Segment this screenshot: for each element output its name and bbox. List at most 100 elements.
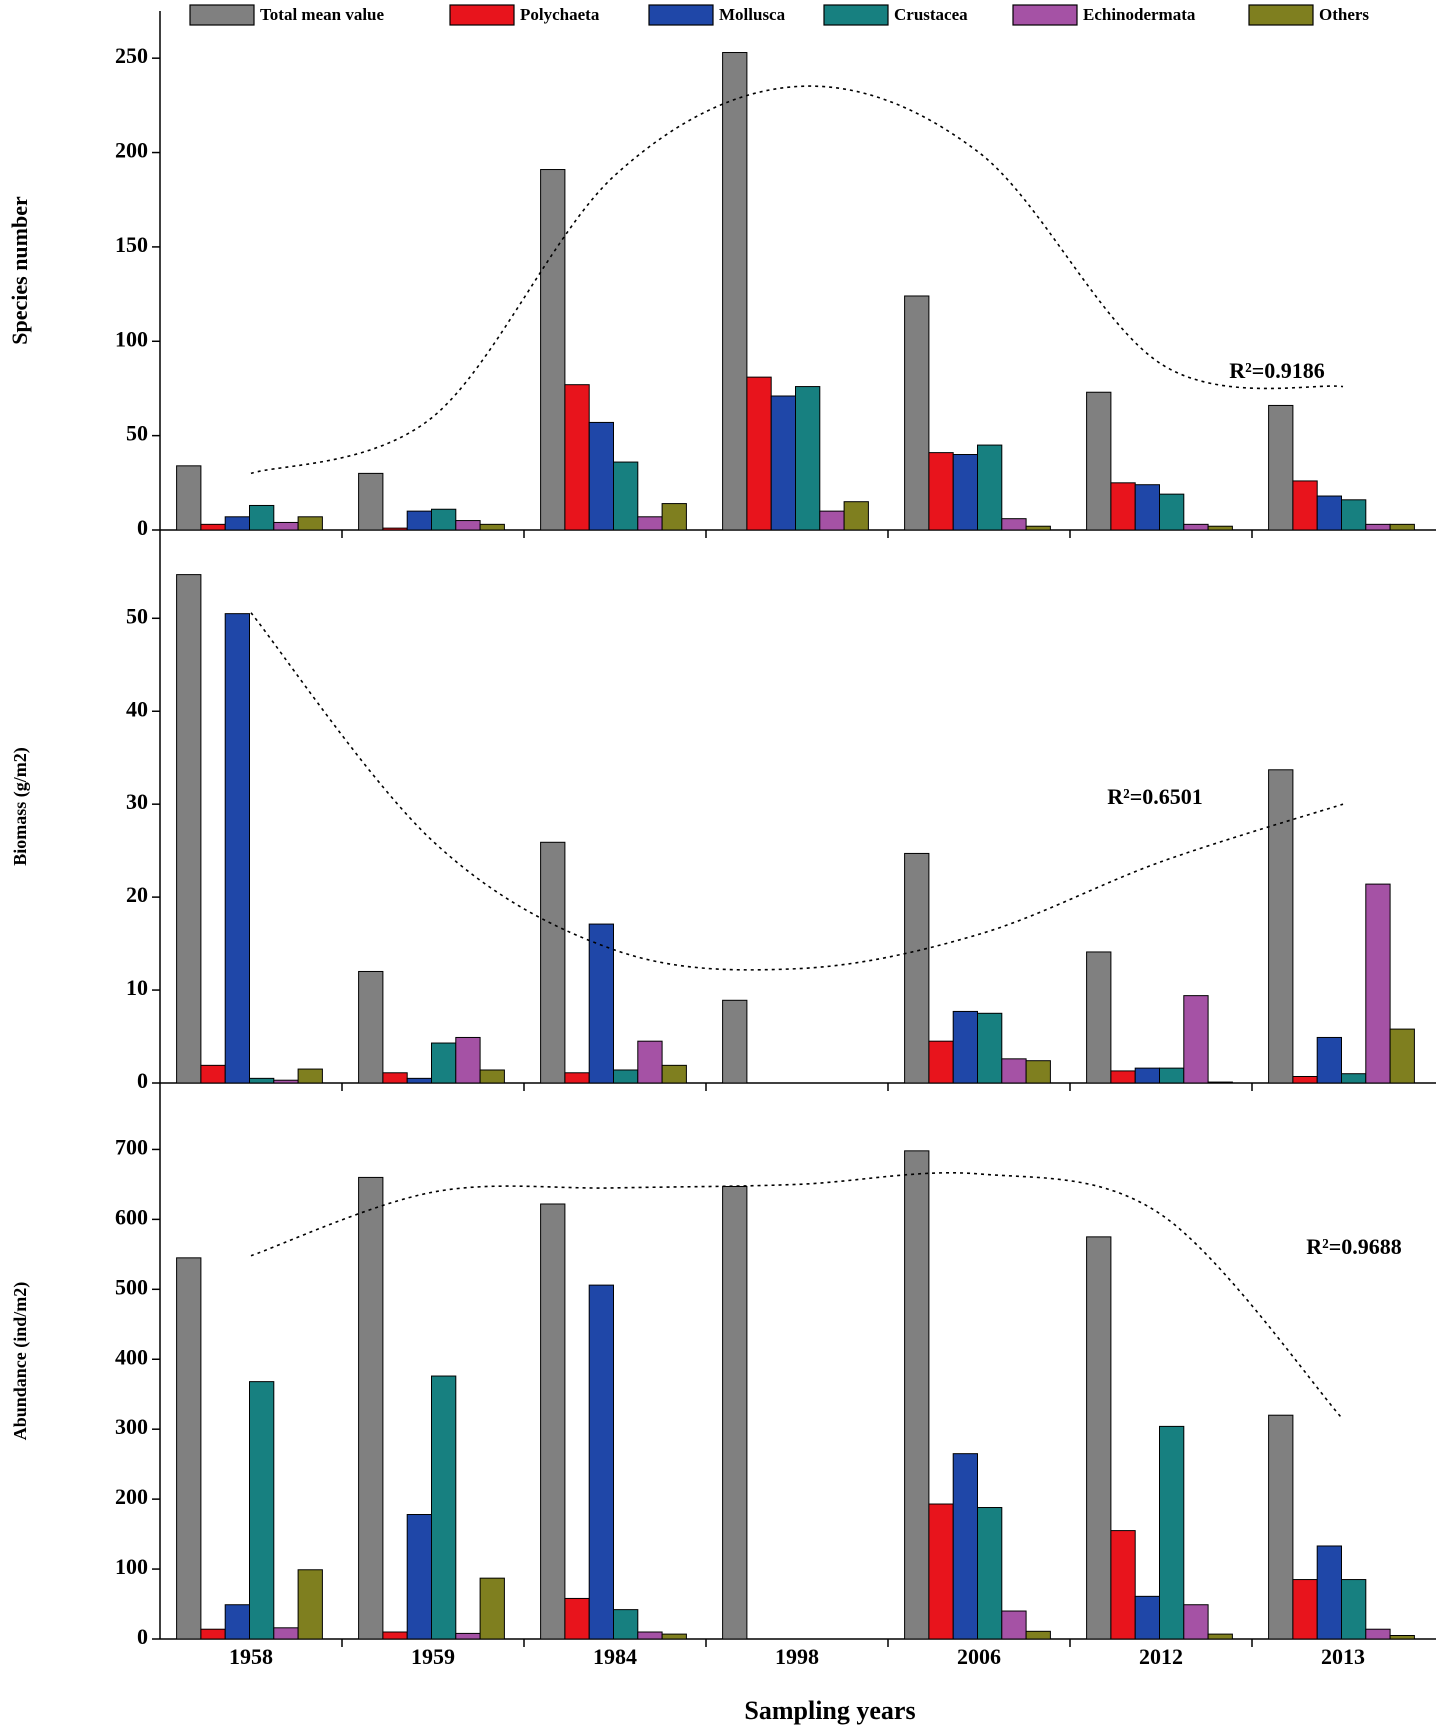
- bar: [200, 1628, 226, 1640]
- bar: [1159, 1425, 1185, 1640]
- bar: [1183, 1604, 1209, 1640]
- bar: [613, 1609, 639, 1640]
- r-squared: R²=0.9186: [1229, 358, 1325, 383]
- bar: [1268, 769, 1294, 1084]
- bar: [1025, 1060, 1051, 1084]
- legend-swatch: [1248, 4, 1314, 26]
- bar: [1110, 1530, 1136, 1640]
- y-tick-label: 100: [115, 1554, 148, 1579]
- bar: [977, 1012, 1003, 1084]
- bar: [661, 1064, 687, 1084]
- y-tick-label: 40: [126, 696, 148, 721]
- bar: [1292, 480, 1318, 531]
- bar: [297, 1068, 323, 1084]
- bar: [1316, 1036, 1342, 1084]
- bar: [224, 613, 250, 1084]
- bar: [1134, 1595, 1160, 1640]
- bar: [406, 1077, 433, 1084]
- y-tick-label: 600: [115, 1204, 148, 1229]
- legend-label: Mollusca: [719, 5, 786, 24]
- bar: [661, 1633, 687, 1640]
- r-squared: R²=0.9688: [1306, 1234, 1402, 1259]
- bar: [406, 1514, 433, 1640]
- bar: [564, 1597, 590, 1640]
- bar: [1001, 518, 1027, 531]
- y-axis-title: Species number: [7, 196, 32, 345]
- legend-swatch: [189, 4, 255, 26]
- bar: [661, 503, 687, 531]
- bar: [1086, 951, 1112, 1084]
- bar: [1110, 482, 1136, 531]
- bar: [1268, 404, 1294, 531]
- bar: [1292, 1075, 1318, 1084]
- bar: [1341, 1579, 1367, 1640]
- y-tick-label: 0: [137, 1624, 148, 1649]
- bar: [588, 1284, 615, 1640]
- y-tick-label: 200: [115, 138, 148, 163]
- y-tick-label: 700: [115, 1134, 148, 1159]
- bar: [1001, 1058, 1027, 1084]
- bar: [249, 504, 275, 531]
- bar: [928, 452, 954, 531]
- y-tick-label: 10: [126, 975, 148, 1000]
- bar: [952, 454, 979, 531]
- bar: [431, 1042, 457, 1084]
- bar: [1159, 493, 1185, 531]
- bar: [952, 1453, 979, 1640]
- bar: [928, 1040, 954, 1084]
- bar: [1389, 523, 1415, 531]
- bar: [224, 1604, 250, 1640]
- bar: [431, 1375, 457, 1640]
- y-tick-label: 50: [126, 603, 148, 628]
- x-axis-title: Sampling years: [744, 1696, 915, 1725]
- bar: [455, 1036, 481, 1084]
- x-tick-label: 2012: [1139, 1644, 1183, 1669]
- bar: [1207, 1633, 1233, 1640]
- y-tick-label: 150: [115, 232, 148, 257]
- bar: [637, 1040, 663, 1084]
- bar: [1365, 523, 1391, 531]
- bar: [431, 508, 457, 531]
- bar: [1110, 1070, 1136, 1084]
- bar: [200, 1064, 226, 1084]
- bar: [613, 1069, 639, 1084]
- bar: [297, 1569, 323, 1640]
- bar: [382, 1072, 408, 1084]
- bar: [588, 923, 615, 1084]
- bar: [1183, 995, 1209, 1084]
- bar: [928, 1503, 954, 1640]
- bar: [588, 421, 615, 531]
- bar: [406, 510, 433, 531]
- legend-label: Echinodermata: [1083, 5, 1196, 24]
- bar: [1134, 1067, 1160, 1084]
- legend-swatch: [1012, 4, 1078, 26]
- bar: [358, 970, 384, 1084]
- bar: [977, 1507, 1003, 1640]
- bar: [1341, 499, 1367, 531]
- bar: [819, 510, 845, 531]
- legend-label: Polychaeta: [520, 5, 600, 24]
- trendline: [250, 612, 1344, 971]
- bar: [1086, 391, 1112, 531]
- bar: [843, 501, 869, 531]
- bar: [455, 1632, 481, 1640]
- legend-label: Crustacea: [894, 5, 968, 24]
- y-axis-title: Abundance (ind/m2): [10, 1282, 31, 1441]
- y-tick-label: 200: [115, 1484, 148, 1509]
- bar: [1389, 1028, 1415, 1084]
- bar: [479, 1577, 505, 1640]
- y-tick-label: 50: [126, 421, 148, 446]
- y-tick-label: 400: [115, 1344, 148, 1369]
- bar: [540, 169, 566, 531]
- bar: [746, 376, 772, 531]
- bar: [1365, 883, 1391, 1084]
- bar: [722, 1186, 748, 1640]
- y-tick-label: 0: [137, 1068, 148, 1093]
- bar: [273, 1079, 299, 1084]
- bar: [564, 1072, 590, 1084]
- bar: [455, 520, 481, 531]
- legend-label: Others: [1319, 5, 1369, 24]
- bar: [479, 1069, 505, 1084]
- bar: [1341, 1073, 1367, 1084]
